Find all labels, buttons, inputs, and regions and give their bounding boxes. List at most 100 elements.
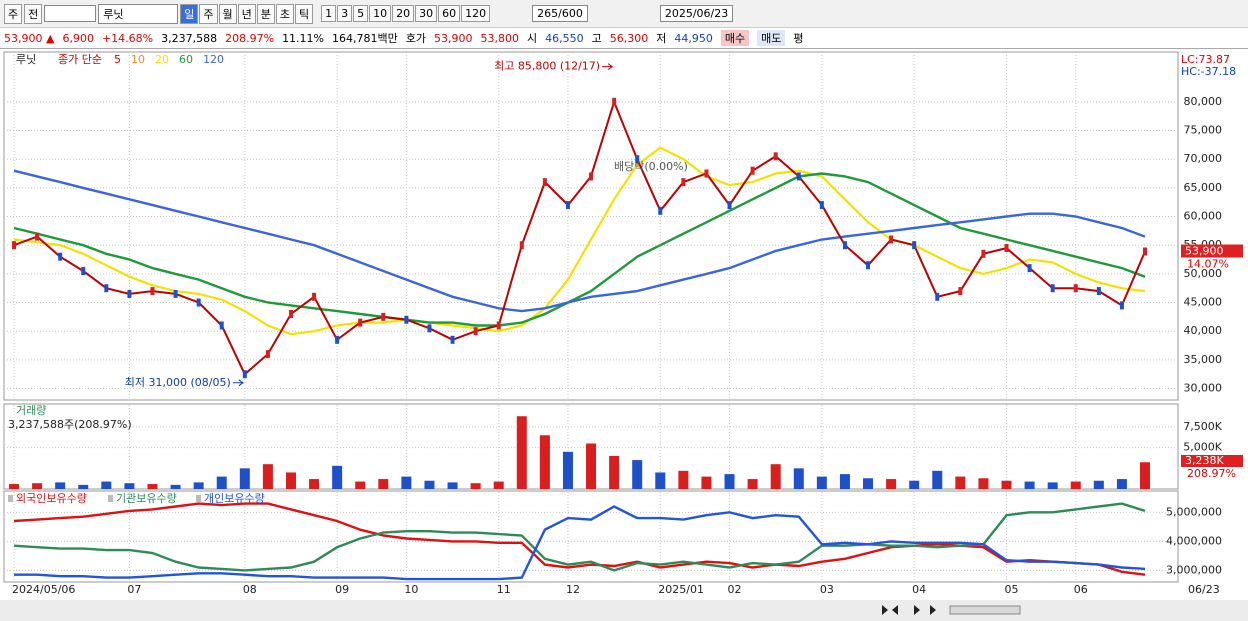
interval-btn[interactable]: 1 xyxy=(321,5,337,22)
x-tick-label: 09 xyxy=(335,583,349,596)
volume-bar xyxy=(1047,482,1058,489)
candle xyxy=(219,321,224,330)
stock-name[interactable]: 루닛 xyxy=(98,3,179,24)
ma-line xyxy=(13,146,1146,336)
change-pct-label: 14.07% xyxy=(1187,258,1229,271)
candle xyxy=(81,267,86,276)
holding-panel xyxy=(3,490,1179,583)
candle xyxy=(265,350,270,359)
scroll-icons[interactable] xyxy=(882,605,936,615)
volume-bar xyxy=(216,476,227,489)
volume-bar xyxy=(55,482,66,489)
period-btn[interactable]: 초 xyxy=(275,3,294,24)
quote-item: 56,300 xyxy=(609,31,649,45)
quote-item[interactable]: 매도 xyxy=(757,30,786,46)
x-tick-label: 03 xyxy=(820,583,834,596)
volume-bar xyxy=(955,476,966,489)
volume-bar xyxy=(9,484,19,489)
code[interactable]: 328130 xyxy=(44,5,97,22)
candle xyxy=(612,97,617,106)
y-tick-label: 50,000 xyxy=(1184,267,1223,280)
candle xyxy=(981,249,986,258)
legend-item: 개인보유수량 xyxy=(204,492,265,505)
period-btn[interactable]: 일 xyxy=(180,3,199,24)
period-btn[interactable]: 년 xyxy=(237,3,256,24)
period-btn[interactable]: 주 xyxy=(199,3,218,24)
volume-bar xyxy=(516,416,527,489)
candle xyxy=(196,298,201,307)
interval-btn[interactable]: 3 xyxy=(337,5,353,22)
candle xyxy=(773,152,778,161)
volume-bar xyxy=(562,451,573,489)
market[interactable]: 주 xyxy=(4,3,23,24)
volume-bar xyxy=(586,443,597,489)
y-tick-label: 7,500K xyxy=(1183,420,1222,433)
quote-item: 6,900 xyxy=(62,31,94,45)
candle xyxy=(150,287,155,296)
quote-item[interactable]: 매수 xyxy=(720,30,750,46)
volume-bar xyxy=(839,474,850,489)
panel-title: 루닛 xyxy=(16,53,36,66)
period-btn[interactable]: 분 xyxy=(256,3,275,24)
high-arrow xyxy=(602,63,614,71)
candle xyxy=(404,315,409,324)
interval-btn[interactable]: 20 xyxy=(392,5,415,22)
candle xyxy=(912,241,917,250)
holding-line xyxy=(14,505,1146,581)
volume-bar xyxy=(1140,462,1150,489)
scrollbar[interactable] xyxy=(949,605,1021,615)
volume-bar xyxy=(678,470,689,489)
last-volume-pct: 208.97% xyxy=(1187,467,1236,480)
interval-btn[interactable]: 30 xyxy=(415,5,438,22)
candle xyxy=(519,241,524,250)
volume-bar xyxy=(978,478,989,489)
period-btn[interactable]: 틱 xyxy=(295,3,314,24)
x-tick-label: 08 xyxy=(243,583,257,596)
volume-bar xyxy=(1001,480,1012,489)
candle xyxy=(796,172,801,181)
quote-item: 208.97% xyxy=(225,31,275,45)
candle xyxy=(819,201,824,210)
candle xyxy=(589,172,594,181)
legend-item: 기관보유수량 xyxy=(116,492,177,505)
date[interactable]: 2025/06/23 xyxy=(659,5,734,22)
x-tick-label: 12 xyxy=(566,583,580,596)
candle xyxy=(635,155,640,164)
quote-item: 53,800 xyxy=(480,31,520,45)
candle xyxy=(450,335,455,344)
candle xyxy=(565,201,570,210)
x-tick-label: 07 xyxy=(127,583,141,596)
interval-btn[interactable]: 5 xyxy=(353,5,369,22)
quote-item: 고 xyxy=(591,32,602,45)
volume-bar xyxy=(124,483,135,489)
candle xyxy=(750,166,755,175)
quote-item: 53,900 xyxy=(434,31,473,45)
candle xyxy=(1119,301,1124,310)
ma-line xyxy=(13,169,1146,313)
interval-btn[interactable]: 120 xyxy=(461,5,491,22)
volume-bar xyxy=(1116,479,1127,489)
legend-item: 120 xyxy=(203,53,224,66)
y-tick-label: 80,000 xyxy=(1184,95,1223,108)
count[interactable]: 265/600 xyxy=(532,5,588,22)
interval-btn[interactable]: 10 xyxy=(369,5,392,22)
candle xyxy=(842,241,847,250)
volume-bar xyxy=(793,468,804,489)
volume-bar xyxy=(32,483,43,489)
volume-bar xyxy=(470,483,481,489)
y-tick-label: 4,000,000 xyxy=(1166,534,1222,547)
quote-item[interactable]: 평 xyxy=(793,32,804,45)
prev[interactable]: 전 xyxy=(24,3,43,24)
period-btn[interactable]: 월 xyxy=(218,3,237,24)
volume-bar xyxy=(701,476,712,489)
candle xyxy=(1143,247,1147,256)
interval-btn[interactable]: 60 xyxy=(438,5,461,22)
candle xyxy=(358,318,363,327)
candle xyxy=(496,321,501,330)
legend-item: 5 xyxy=(114,53,121,66)
quote-item: 53,900 ▲ xyxy=(4,31,55,45)
candle xyxy=(335,335,340,344)
